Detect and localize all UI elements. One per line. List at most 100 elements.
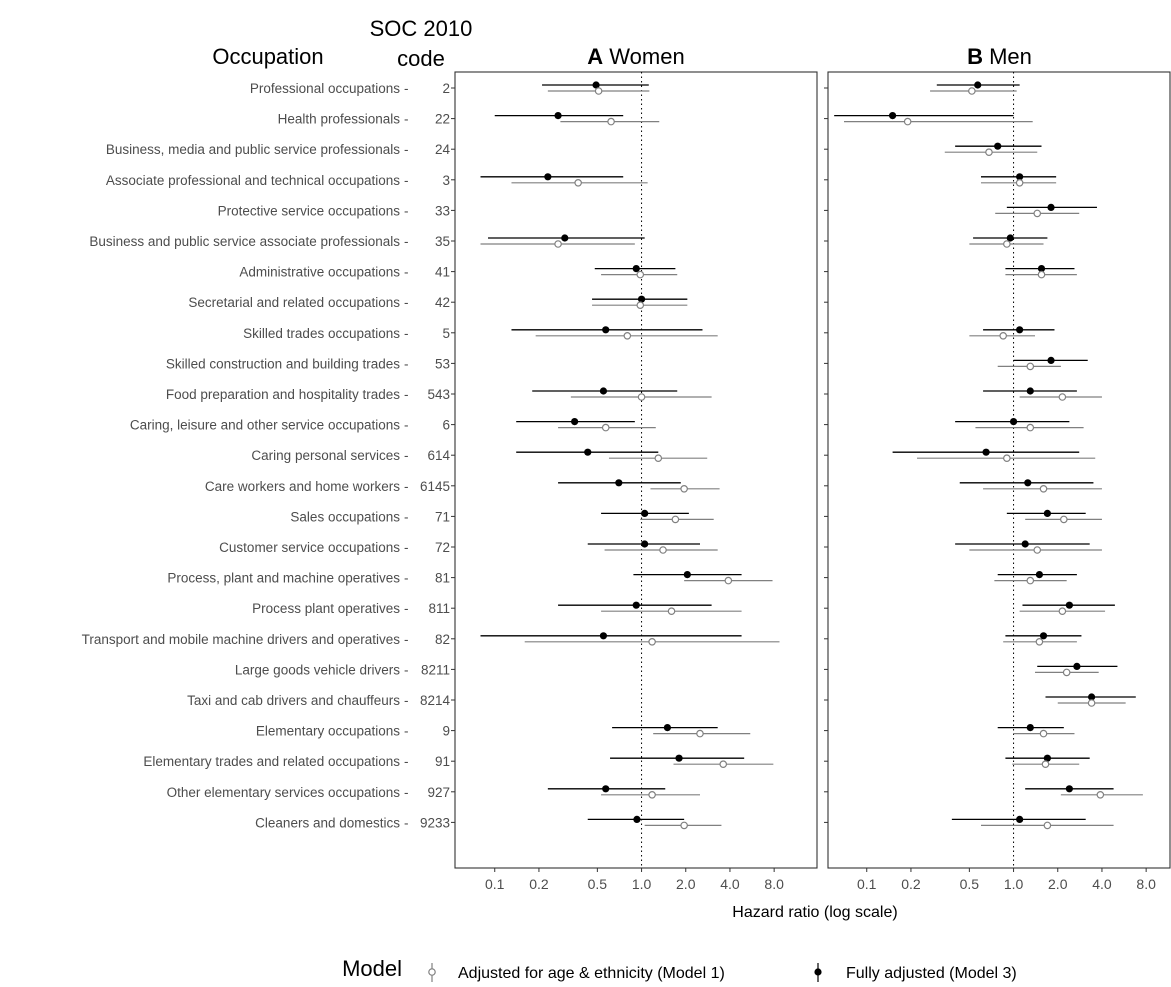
- x-tick-label: 0.1: [485, 876, 505, 892]
- point-model1: [636, 301, 645, 310]
- row-label: Secretarial and related occupations: [188, 295, 400, 310]
- row-code: 91: [435, 754, 450, 769]
- row-label: Business and public service associate pr…: [89, 234, 400, 249]
- point-model1: [696, 729, 704, 738]
- row-label: Professional occupations: [250, 81, 400, 96]
- point-model3: [1043, 754, 1051, 762]
- point-model1: [1041, 760, 1050, 769]
- point-model1: [1003, 240, 1011, 248]
- panel-b: B Men 0.1 0.2 0.5 1.0 2.0 4.0 8.0: [824, 44, 1171, 892]
- legend: Model Adjusted for age & ethnicity (Mode…: [342, 956, 1017, 982]
- point-model1: [903, 117, 912, 126]
- point-model3: [1026, 387, 1034, 395]
- row-label: Other elementary services occupations: [167, 785, 401, 800]
- x-tick-label: 0.2: [901, 876, 921, 892]
- point-model1: [1062, 668, 1071, 677]
- panel-letter: B: [967, 44, 983, 69]
- row-label: Elementary occupations: [256, 724, 400, 739]
- point-model3: [599, 632, 608, 640]
- row-label-dash: -: [404, 418, 409, 433]
- point-model1: [1039, 729, 1048, 738]
- panel-border: [827, 71, 1171, 869]
- row-code: 9233: [420, 815, 450, 830]
- row-label: Skilled construction and building trades: [166, 356, 400, 371]
- row-label-dash: -: [404, 662, 409, 677]
- point-model1: [636, 270, 645, 279]
- row-label-dash: -: [404, 693, 409, 708]
- point-model1: [1058, 393, 1067, 401]
- legend-key-model1: [428, 963, 436, 982]
- panel-title-text: Women: [603, 44, 685, 69]
- point-model1: [623, 331, 632, 340]
- point-model1: [1039, 484, 1048, 493]
- panel-a: A Women 0.1 0.2 0.5 1.0 2.0 4.0 8.0: [451, 44, 818, 892]
- row-code: 8214: [420, 693, 451, 708]
- point-model1: [1060, 515, 1068, 524]
- point-model1: [648, 637, 656, 646]
- row-label: Protective service occupations: [218, 203, 401, 218]
- row-code: 811: [428, 601, 450, 616]
- row-code: 24: [435, 142, 451, 157]
- point-model1: [574, 179, 582, 187]
- row-label: Customer service occupations: [219, 540, 400, 555]
- point-model3: [1016, 815, 1024, 824]
- row-label-dash: -: [404, 632, 409, 647]
- row-label: Care workers and home workers: [205, 479, 400, 494]
- point-model3: [592, 81, 600, 89]
- point-model3: [602, 326, 610, 334]
- point-model1: [1058, 607, 1067, 616]
- point-model3: [554, 112, 562, 120]
- point-model1: [654, 454, 663, 463]
- point-model3: [1047, 356, 1055, 364]
- row-label-dash: -: [404, 203, 409, 218]
- point-model1: [607, 117, 615, 126]
- panels: A Women 0.1 0.2 0.5 1.0 2.0 4.0 8.0 B Men 0.1 0.2 0…: [451, 44, 1171, 892]
- row-label: Process, plant and machine operatives: [167, 571, 400, 586]
- point-model1: [554, 240, 562, 248]
- point-model3: [1065, 785, 1073, 793]
- row-code: 33: [435, 203, 450, 218]
- row-code: 71: [435, 509, 450, 524]
- point-model3: [1043, 509, 1051, 517]
- point-model3: [1006, 234, 1014, 242]
- row-label-dash: -: [404, 601, 409, 616]
- row-label-dash: -: [404, 387, 409, 402]
- row-code: 41: [435, 265, 450, 280]
- point-model3: [974, 81, 982, 89]
- row-code: 2: [442, 81, 450, 96]
- row-code: 8211: [421, 662, 450, 677]
- row-code: 22: [435, 112, 450, 127]
- point-model3: [888, 112, 897, 120]
- row-labels: Professional occupations - 2 Health profess…: [82, 81, 451, 830]
- x-tick-label: 0.1: [857, 876, 877, 892]
- row-label: Sales occupations: [290, 509, 400, 524]
- row-label-dash: -: [404, 326, 409, 341]
- point-model1: [985, 148, 993, 157]
- point-model1: [1026, 362, 1035, 371]
- point-model3: [1016, 326, 1024, 334]
- point-model1: [1043, 821, 1052, 830]
- point-model1: [594, 87, 603, 95]
- x-tick-label: 8.0: [1136, 876, 1156, 892]
- row-label-dash: -: [404, 265, 409, 280]
- row-label-dash: -: [404, 356, 409, 371]
- x-tick-label: 8.0: [764, 876, 784, 892]
- row-label-dash: -: [404, 142, 409, 157]
- point-model1: [1026, 576, 1035, 585]
- point-model3: [994, 142, 1002, 150]
- point-model1: [1003, 454, 1011, 463]
- point-model3: [632, 601, 640, 609]
- row-label: Transport and mobile machine drivers and…: [82, 632, 401, 647]
- row-code: 72: [435, 540, 450, 555]
- panel-title-text: Men: [983, 44, 1032, 69]
- occupation-header: Occupation: [212, 44, 323, 69]
- x-axis-title: Hazard ratio (log scale): [732, 904, 897, 921]
- x-tick-label: 0.5: [960, 876, 980, 892]
- panel-border: [454, 71, 818, 869]
- panel-letter: A: [587, 44, 603, 69]
- x-tick-label: 1.0: [632, 876, 652, 892]
- point-model3: [1021, 540, 1029, 548]
- point-model1: [637, 393, 646, 401]
- row-label: Large goods vehicle drivers: [235, 662, 400, 677]
- row-label-dash: -: [404, 571, 409, 586]
